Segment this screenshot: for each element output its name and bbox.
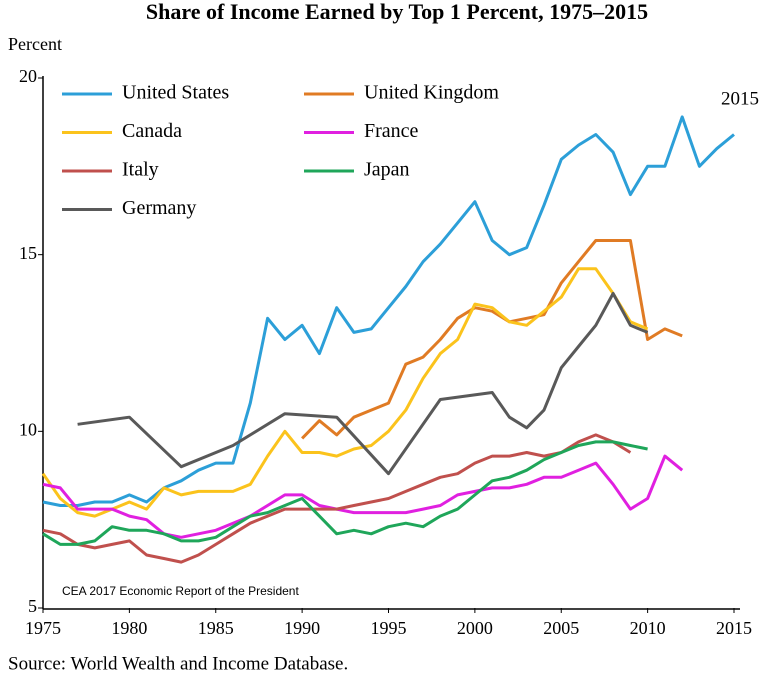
legend-label: Italy [122, 159, 159, 181]
series-line [77, 292, 649, 476]
legend-label: Japan [364, 159, 410, 181]
y-axis-label: Percent [8, 34, 62, 54]
series-line [42, 440, 648, 546]
x-tick-label: 2000 [457, 618, 493, 638]
report-note: CEA 2017 Economic Report of the Presiden… [62, 584, 299, 598]
x-tick-label: 1985 [198, 618, 234, 638]
chart-title: Share of Income Earned by Top 1 Percent,… [146, 0, 648, 24]
x-tick-label: 1975 [25, 618, 61, 638]
x-tick-label: 1995 [371, 618, 407, 638]
series-line [41, 267, 649, 518]
y-tick-label: 10 [19, 419, 37, 439]
legend-label: France [364, 120, 419, 142]
x-tick-label: 2005 [543, 618, 579, 638]
legend-label: Canada [122, 120, 182, 142]
series-line [42, 433, 632, 564]
x-tick-label: 1980 [111, 618, 147, 638]
source-note: Source: World Wealth and Income Database… [8, 653, 348, 674]
x-tick-label: 2015 [716, 618, 752, 638]
legend-label: United Kingdom [364, 82, 499, 104]
y-tick-label: 5 [28, 596, 37, 616]
y-tick-label: 15 [19, 243, 37, 263]
y-tick-label: 20 [19, 66, 37, 86]
x-tick-label: 1990 [284, 618, 320, 638]
x-tick-label: 2010 [630, 618, 666, 638]
legend-label: United States [122, 82, 229, 104]
series-line [42, 454, 684, 539]
end-year-annotation: 2015 [721, 88, 759, 109]
series-line [301, 239, 683, 440]
legend-label: Germany [122, 197, 196, 219]
